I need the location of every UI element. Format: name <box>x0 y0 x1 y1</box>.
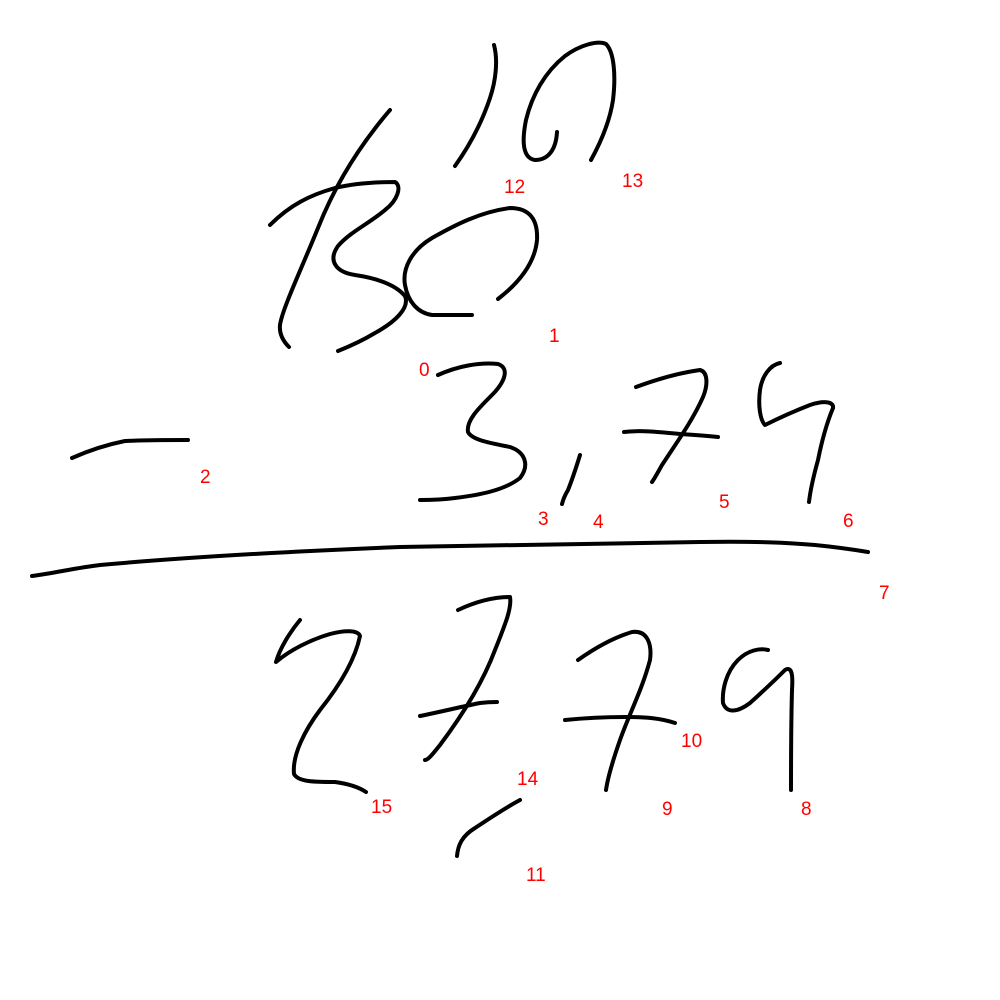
stroke-5 <box>622 368 720 484</box>
stroke-14 <box>418 595 513 762</box>
stroke-label-8: 8 <box>801 799 812 820</box>
stroke-label-0: 0 <box>419 360 430 381</box>
stroke-12 <box>453 43 499 168</box>
stroke-label-11: 11 <box>526 865 546 886</box>
stroke-label-1: 1 <box>549 326 560 347</box>
stroke-6 <box>757 361 836 504</box>
stroke-label-13: 13 <box>622 171 643 192</box>
stroke-2 <box>70 438 190 460</box>
stroke-label-12: 12 <box>504 177 525 198</box>
stroke-label-7: 7 <box>879 583 890 604</box>
stroke-11 <box>455 798 522 858</box>
stroke-15 <box>274 618 368 794</box>
stroke-label-3: 3 <box>538 509 549 530</box>
stroke-4 <box>560 453 582 506</box>
stroke-13 <box>521 40 617 162</box>
stroke-label-6: 6 <box>843 511 854 532</box>
stroke-label-14: 14 <box>517 769 539 790</box>
stroke-0 <box>268 108 408 353</box>
stroke-1 <box>402 206 540 317</box>
stroke-label-15: 15 <box>371 797 392 818</box>
stroke-label-2: 2 <box>200 467 211 488</box>
stroke-3 <box>418 361 528 502</box>
stroke-labels: 0 1 2 3 4 5 6 7 8 9 10 11 12 13 14 15 <box>200 171 890 886</box>
stroke-label-9: 9 <box>662 799 673 820</box>
stroke-label-5: 5 <box>719 492 730 513</box>
stroke-label-4: 4 <box>593 512 604 533</box>
stroke-7 <box>30 539 870 578</box>
stroke-label-10: 10 <box>681 731 702 752</box>
stroke-9 <box>576 629 653 792</box>
stroke-10 <box>563 715 677 725</box>
ink-strokes <box>30 40 870 858</box>
stroke-8 <box>720 647 795 792</box>
